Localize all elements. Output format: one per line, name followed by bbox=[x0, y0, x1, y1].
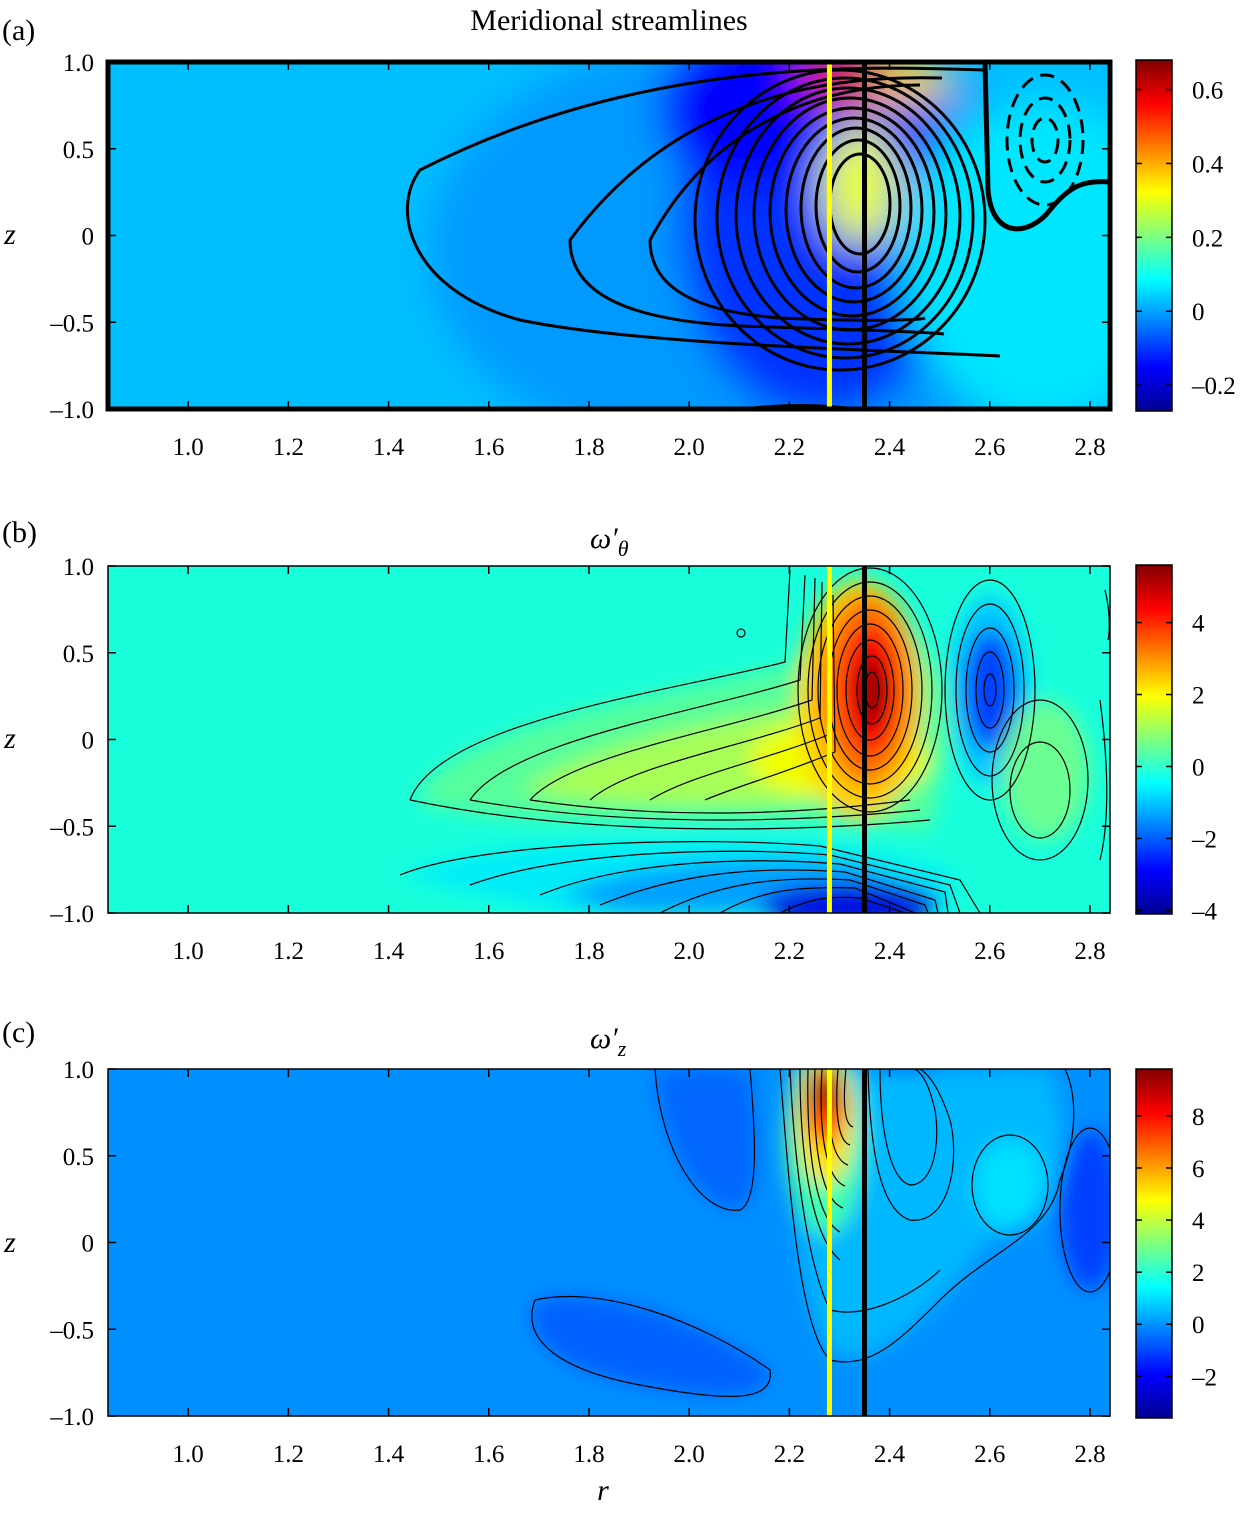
x-tick-label: 1.2 bbox=[273, 1441, 304, 1468]
y-axis-label-b: z bbox=[3, 722, 16, 755]
x-tick-label: 1.0 bbox=[173, 1441, 204, 1468]
x-tick-label: 2.0 bbox=[674, 1441, 705, 1468]
colorbar-b bbox=[1135, 564, 1173, 915]
x-tick-label: 1.6 bbox=[473, 434, 504, 461]
y-tick-label: 0.5 bbox=[63, 137, 94, 164]
y-tick-label: –1.0 bbox=[49, 1404, 94, 1431]
y-ticks-c: 1.0 0.5 0 –0.5 –1.0 bbox=[49, 1057, 1110, 1431]
colorbar-ticks-c: 8 6 4 2 0 –2 bbox=[1136, 1104, 1217, 1391]
panel-c: (c) ω′z z r bbox=[2, 1016, 1217, 1507]
y-tick-label: –1.0 bbox=[49, 901, 94, 928]
panel-title-c: ω′z bbox=[590, 1022, 627, 1061]
colorbar-tick-label: 4 bbox=[1192, 611, 1205, 638]
y-tick-label: –0.5 bbox=[49, 814, 94, 841]
x-tick-label: 1.8 bbox=[573, 1441, 604, 1468]
x-tick-label: 1.8 bbox=[573, 938, 604, 965]
panel-title-a: Meridional streamlines bbox=[470, 4, 747, 37]
x-tick-label: 2.8 bbox=[1074, 434, 1105, 461]
panel-a: (a) Meridional streamlines z bbox=[2, 4, 1236, 461]
y-ticks-b: 1.0 0.5 0 –0.5 –1.0 bbox=[49, 554, 1110, 928]
heatmap-b bbox=[108, 566, 1110, 913]
colorbar-tick-label: 4 bbox=[1192, 1208, 1205, 1235]
colorbar-ticks-a: 0.6 0.4 0.2 0 –0.2 bbox=[1136, 78, 1236, 400]
panel-label-b: (b) bbox=[2, 516, 37, 549]
colorbar-tick-label: 0 bbox=[1192, 299, 1205, 326]
vlines-b bbox=[826, 566, 868, 913]
colorbar-tick-label: 2 bbox=[1192, 1260, 1205, 1287]
title-b-main: ω′ bbox=[590, 522, 618, 555]
colorbar-tick-label: 8 bbox=[1192, 1104, 1205, 1131]
x-tick-label: 2.2 bbox=[774, 938, 805, 965]
colorbar-tick-label: 0.2 bbox=[1192, 225, 1223, 252]
x-tick-label: 1.4 bbox=[373, 1441, 405, 1468]
x-tick-label: 2.6 bbox=[974, 434, 1005, 461]
title-b-sub: θ bbox=[618, 536, 629, 561]
x-tick-label: 2.4 bbox=[874, 434, 906, 461]
x-tick-label: 2.2 bbox=[774, 434, 805, 461]
x-tick-label: 2.6 bbox=[974, 938, 1005, 965]
y-tick-label: 1.0 bbox=[63, 50, 94, 77]
heatmap-c bbox=[108, 1069, 1110, 1416]
colorbar-tick-label: 0.6 bbox=[1192, 78, 1223, 105]
x-tick-label: 1.0 bbox=[173, 938, 204, 965]
colorbar-tick-label: –0.2 bbox=[1191, 373, 1236, 400]
x-tick-label: 1.0 bbox=[173, 434, 204, 461]
panel-b: (b) ω′θ z bbox=[2, 516, 1218, 965]
x-tick-label: 2.0 bbox=[674, 938, 705, 965]
x-ticks-c: 1.0 1.2 1.4 1.6 1.8 2.0 2.2 2.4 2.6 2.8 bbox=[173, 1069, 1106, 1468]
y-tick-label: –0.5 bbox=[49, 310, 94, 337]
colorbar-tick-label: 6 bbox=[1192, 1156, 1205, 1183]
x-ticks-a: 1.0 1.2 1.4 1.6 1.8 2.0 2.2 2.4 2.6 2.8 bbox=[173, 62, 1106, 461]
colorbar-a bbox=[1135, 59, 1173, 412]
x-ticks-b: 1.0 1.2 1.4 1.6 1.8 2.0 2.2 2.4 2.6 2.8 bbox=[173, 566, 1106, 965]
x-tick-label: 1.8 bbox=[573, 434, 604, 461]
x-tick-label: 2.8 bbox=[1074, 1441, 1105, 1468]
y-tick-label: 0.5 bbox=[63, 641, 94, 668]
vlines-c bbox=[826, 1069, 868, 1416]
x-tick-label: 1.2 bbox=[273, 938, 304, 965]
y-tick-label: 0 bbox=[82, 1231, 95, 1258]
y-axis-label-a: z bbox=[3, 218, 16, 251]
colorbar-c bbox=[1135, 1068, 1173, 1419]
colorbar-tick-label: –4 bbox=[1191, 898, 1218, 925]
x-tick-label: 2.2 bbox=[774, 1441, 805, 1468]
y-ticks-a: 1.0 0.5 0 –0.5 –1.0 bbox=[49, 50, 1110, 424]
panel-label-a: (a) bbox=[2, 14, 35, 47]
title-c-main: ω′ bbox=[590, 1022, 618, 1055]
panel-label-c: (c) bbox=[2, 1016, 35, 1049]
title-c-sub: z bbox=[617, 1036, 627, 1061]
colorbar-tick-label: 0.4 bbox=[1192, 151, 1224, 178]
x-tick-label: 1.4 bbox=[373, 938, 405, 965]
y-tick-label: 0 bbox=[82, 728, 95, 755]
panel-title-b: ω′θ bbox=[590, 522, 629, 561]
colorbar-tick-label: –2 bbox=[1191, 826, 1217, 853]
colorbar-tick-label: 2 bbox=[1192, 683, 1205, 710]
x-tick-label: 1.2 bbox=[273, 434, 304, 461]
y-tick-label: 0 bbox=[82, 224, 95, 251]
colorbar-tick-label: 0 bbox=[1192, 754, 1205, 781]
y-tick-label: 1.0 bbox=[63, 554, 94, 581]
x-tick-label: 1.6 bbox=[473, 938, 504, 965]
x-tick-label: 2.8 bbox=[1074, 938, 1105, 965]
x-tick-label: 2.4 bbox=[874, 938, 906, 965]
x-tick-label: 1.6 bbox=[473, 1441, 504, 1468]
x-tick-label: 2.0 bbox=[674, 434, 705, 461]
x-tick-label: 2.4 bbox=[874, 1441, 906, 1468]
colorbar-tick-label: 0 bbox=[1192, 1312, 1205, 1339]
heatmap-a bbox=[108, 62, 1110, 409]
colorbar-tick-label: –2 bbox=[1191, 1364, 1217, 1391]
x-tick-label: 1.4 bbox=[373, 434, 405, 461]
y-tick-label: 0.5 bbox=[63, 1144, 94, 1171]
y-axis-label-c: z bbox=[3, 1226, 16, 1259]
vlines-a bbox=[826, 62, 868, 409]
y-tick-label: –0.5 bbox=[49, 1317, 94, 1344]
colorbar-ticks-b: 4 2 0 –2 –4 bbox=[1136, 611, 1218, 925]
x-axis-label-c: r bbox=[597, 1474, 609, 1507]
y-tick-label: –1.0 bbox=[49, 397, 94, 424]
x-tick-label: 2.6 bbox=[974, 1441, 1005, 1468]
y-tick-label: 1.0 bbox=[63, 1057, 94, 1084]
